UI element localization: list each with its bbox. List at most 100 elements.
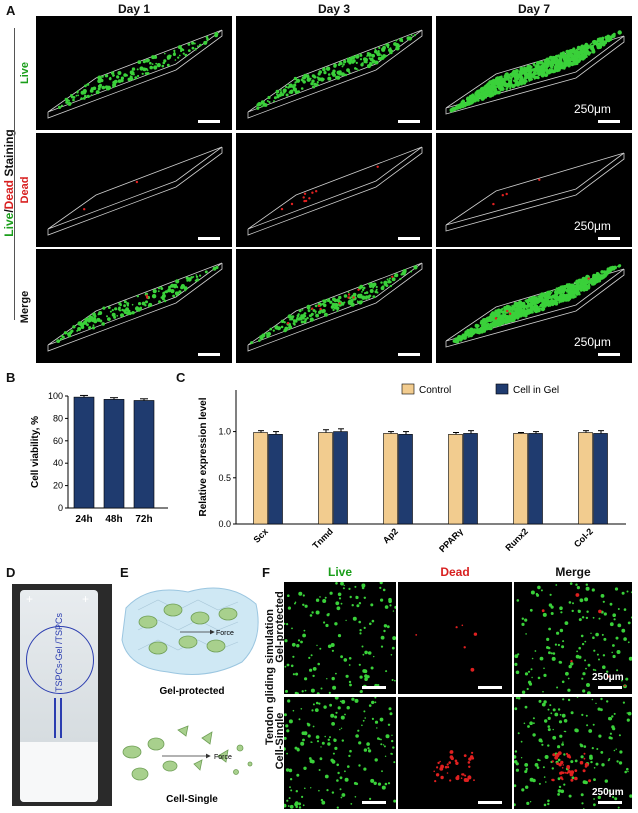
live-cell — [469, 94, 473, 98]
live-cell — [101, 75, 104, 78]
live-cell — [313, 75, 316, 78]
dead-cell — [145, 294, 148, 297]
dead-cell — [471, 757, 475, 760]
live-cell — [187, 43, 191, 46]
live-cell — [371, 717, 374, 720]
live-cell — [325, 66, 331, 71]
live-cell — [542, 766, 545, 769]
live-cell — [514, 308, 519, 312]
live-cell — [300, 741, 305, 746]
live-cell — [560, 289, 565, 294]
live-cell — [310, 688, 315, 693]
live-cell — [131, 71, 135, 75]
live-cell — [368, 294, 372, 298]
live-cell — [67, 334, 72, 338]
live-cell — [330, 643, 335, 647]
live-cell — [349, 749, 352, 753]
bar-cell-in-gel — [268, 434, 283, 525]
live-cell — [517, 732, 520, 735]
live-cell — [617, 623, 622, 628]
live-cell — [66, 99, 70, 102]
live-cell — [284, 639, 288, 643]
live-cell — [312, 309, 316, 312]
live-cell — [556, 288, 560, 292]
live-cell — [585, 44, 588, 47]
dead-cell — [347, 296, 350, 299]
live-cell — [294, 319, 298, 323]
live-cell — [300, 78, 304, 81]
live-cell — [483, 325, 487, 330]
live-cell — [297, 639, 301, 642]
force-label-bottom: Force — [214, 754, 232, 761]
live-cell — [143, 68, 146, 71]
scale-label: 250μm — [574, 335, 611, 349]
live-cell — [178, 54, 181, 57]
live-cell — [514, 760, 518, 764]
live-cell — [591, 698, 594, 701]
live-cell — [111, 309, 114, 312]
live-cell — [374, 720, 379, 724]
live-cell — [136, 295, 139, 298]
live-cell — [288, 325, 293, 330]
live-cell — [373, 655, 375, 658]
live-cell — [486, 93, 490, 97]
live-cell — [331, 649, 334, 652]
live-cell — [585, 667, 587, 670]
live-cell — [368, 749, 372, 753]
live-cell — [358, 764, 361, 767]
live-cell — [534, 68, 538, 71]
live-cell — [330, 713, 335, 718]
dead-cell — [444, 765, 448, 769]
live-cell — [168, 54, 170, 56]
dead-cell — [449, 751, 452, 754]
live-cell — [564, 730, 567, 733]
live-cell — [335, 306, 340, 311]
live-cell — [166, 63, 170, 67]
live-cell — [383, 629, 386, 633]
live-cell — [257, 102, 262, 107]
live-cell — [79, 322, 85, 327]
a-tile-dead-day3 — [236, 133, 432, 247]
live-cell — [519, 308, 523, 313]
live-cell — [580, 634, 584, 638]
live-cell — [582, 689, 586, 693]
live-cell — [296, 773, 300, 777]
live-cell — [131, 311, 135, 315]
slide-photo: + + TSPCs-Gel /TSPCs — [12, 584, 112, 806]
day-7-header: Day 7 — [517, 2, 551, 16]
live-cell — [184, 53, 188, 57]
scale-label: 250μm — [592, 787, 624, 798]
live-cell — [505, 320, 509, 324]
dead-cell — [505, 192, 508, 196]
live-cell — [567, 290, 570, 293]
live-cell — [560, 293, 563, 296]
live-cell — [527, 72, 530, 75]
bar-control — [253, 432, 268, 525]
live-cell — [453, 340, 455, 342]
live-cell — [550, 652, 553, 655]
live-cell — [491, 81, 495, 85]
live-cell — [163, 59, 167, 63]
dead-cell — [461, 624, 464, 627]
live-cell — [286, 623, 289, 626]
bar — [103, 399, 125, 509]
dead-cell — [584, 765, 588, 768]
dead-cell — [455, 761, 459, 765]
live-cell — [316, 692, 320, 694]
live-cell — [312, 674, 315, 678]
live-cell — [340, 715, 345, 720]
live-cell — [309, 317, 314, 322]
dead-cell — [579, 760, 584, 765]
live-cell — [336, 763, 339, 767]
live-cell — [517, 697, 521, 700]
live-cell — [511, 314, 515, 318]
dead-cell — [468, 775, 471, 778]
live-cell — [555, 287, 558, 290]
live-cell — [310, 82, 314, 86]
live-cell — [497, 319, 501, 323]
bar-cell-in-gel — [398, 434, 413, 525]
live-cell — [343, 59, 347, 64]
live-cell — [521, 617, 524, 620]
panel-letter-b: B — [6, 370, 16, 385]
live-cell — [345, 674, 349, 678]
